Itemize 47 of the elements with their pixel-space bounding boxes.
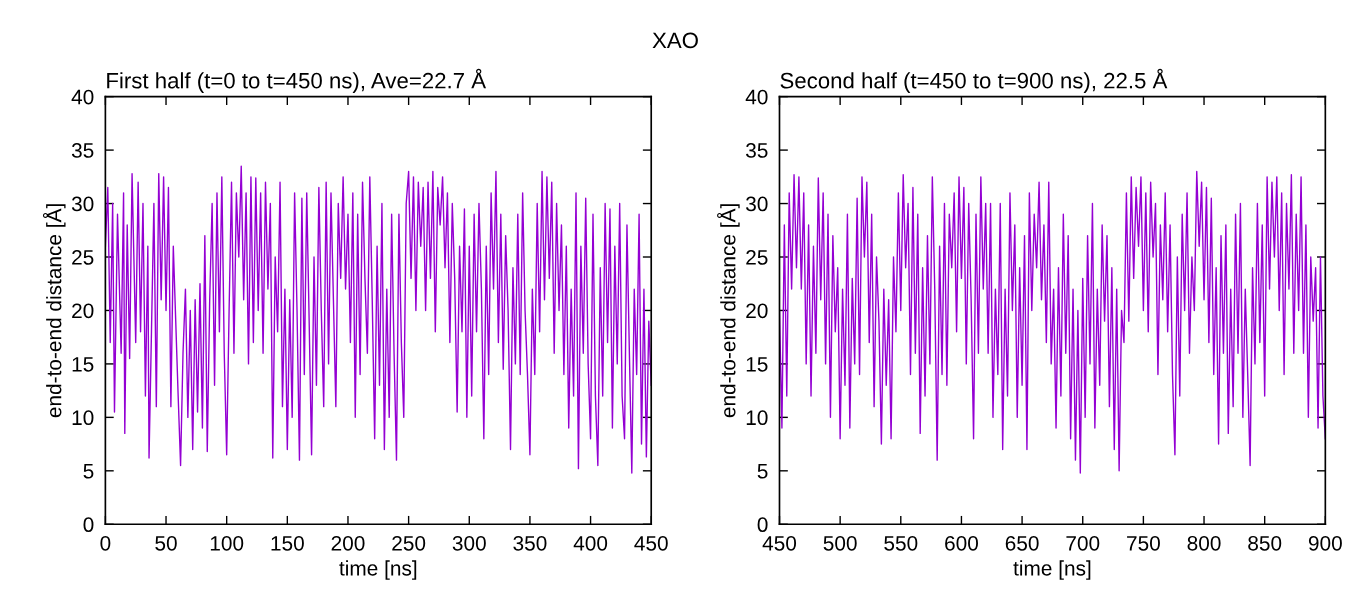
x-axis-title: time [ns]: [1013, 560, 1091, 580]
y-tick-label: 15: [72, 357, 94, 372]
y-tick-label: 35: [746, 143, 768, 158]
x-tick-label: 350: [513, 535, 547, 551]
y-tick-label: 5: [83, 464, 94, 479]
x-tick-label: 50: [155, 535, 177, 551]
y-tick-label: 40: [71, 89, 94, 105]
y-tick-label: 30: [746, 196, 768, 212]
x-tick-label: 400: [573, 535, 608, 551]
y-tick-label: 15: [746, 357, 768, 372]
x-tick-label: 200: [331, 535, 365, 551]
x-tick-label: 150: [271, 535, 304, 551]
line-series: [779, 170, 1326, 474]
y-tick-label: 0: [757, 517, 768, 533]
y-tick-label: 25: [72, 250, 94, 265]
x-tick-label: 700: [1066, 535, 1100, 551]
y-tick-label: 40: [745, 89, 768, 105]
y-tick-label: 5: [757, 464, 768, 479]
x-tick-label: 250: [392, 535, 426, 551]
y-tick-label: 0: [83, 517, 94, 533]
y-tick-label: 35: [71, 143, 94, 158]
y-tick-label: 10: [72, 410, 94, 426]
x-tick-label: 450: [762, 535, 797, 551]
text: XAO: [652, 32, 698, 49]
chart-title: Second half (t=450 to t=900 ns), 22.5 Å: [780, 68, 1168, 93]
chart-title: First half (t=0 to t=450 ns), Ave=22.7 Å: [107, 68, 487, 93]
y-tick-label: 30: [71, 196, 94, 212]
y-axis-title: end-to-end distance [Å]: [42, 204, 66, 418]
x-tick-label: 100: [210, 535, 244, 551]
y-tick-label: 20: [746, 303, 768, 319]
x-tick-label: 450: [634, 535, 668, 551]
x-tick-label: 750: [1127, 535, 1160, 551]
x-tick-label: 550: [884, 535, 918, 551]
x-tick-label: 900: [1308, 535, 1342, 551]
x-tick-label: 850: [1248, 535, 1282, 551]
y-axis-title: end-to-end distance [Å]: [717, 204, 740, 418]
y-tick-label: 10: [746, 410, 768, 426]
y-tick-label: 25: [746, 250, 768, 265]
x-tick-label: 500: [823, 535, 857, 551]
y-tick-label: 20: [72, 303, 94, 319]
x-tick-label: 800: [1187, 535, 1221, 551]
x-tick-label: 650: [1005, 535, 1039, 551]
line-series: [105, 165, 652, 474]
x-tick-label: 600: [945, 535, 978, 551]
x-tick-label: 300: [452, 535, 486, 551]
x-tick-label: 0: [100, 535, 111, 551]
x-axis-title: time [ns]: [339, 560, 417, 580]
